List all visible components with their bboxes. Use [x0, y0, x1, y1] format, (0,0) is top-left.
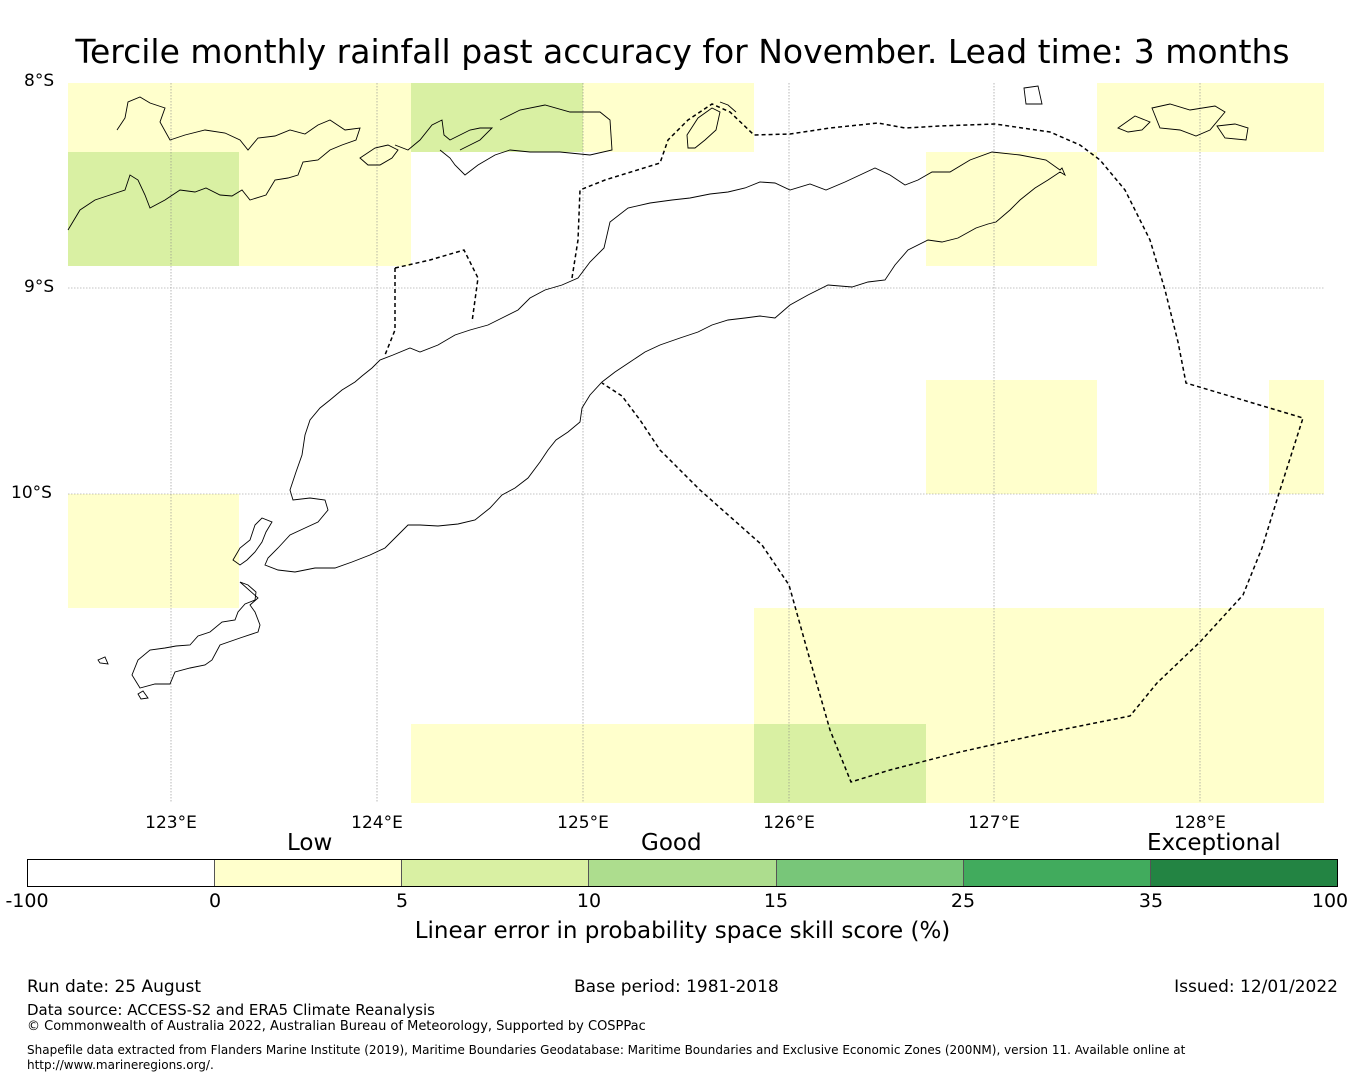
lat-label-8s: 8°S [24, 71, 55, 91]
colorbar-tick: 25 [950, 890, 976, 912]
skill-cell [926, 380, 1097, 494]
colorbar-tick: 15 [763, 890, 789, 912]
skill-cell [754, 724, 926, 803]
run-date: Run date: 25 August [27, 977, 201, 997]
eez-boundary [384, 103, 1304, 783]
skill-cells [68, 83, 1324, 803]
lat-label-9s: 9°S [24, 277, 55, 297]
colorbar-segment [402, 860, 590, 886]
skill-cell [411, 724, 754, 803]
lon-label-125e: 125°E [557, 813, 609, 833]
colorbar-tick: 35 [1138, 890, 1164, 912]
map-canvas [67, 83, 1324, 803]
shapefile-url: http://www.marineregions.org/. [27, 1058, 214, 1072]
colorbar-tick: 100 [1311, 890, 1349, 912]
colorbar-tick: 10 [576, 890, 602, 912]
lon-label-127e: 127°E [968, 813, 1020, 833]
category-label-good: Good [641, 830, 702, 856]
shapefile-credit: Shapefile data extracted from Flanders M… [27, 1043, 1186, 1057]
coastlines [67, 85, 1249, 700]
colorbar-segment [963, 860, 1151, 886]
data-source: Data source: ACCESS-S2 and ERA5 Climate … [27, 1001, 435, 1019]
colorbar-segment [215, 860, 403, 886]
skill-cell [583, 83, 754, 152]
skill-cell [68, 152, 239, 266]
skill-cell [1097, 83, 1324, 152]
category-label-low: Low [287, 830, 333, 856]
skill-cell [68, 83, 411, 152]
colorbar-tick: 5 [395, 890, 409, 912]
colorbar-tick: 0 [208, 890, 222, 912]
gridlines [68, 83, 1324, 803]
skill-cell [926, 724, 1324, 803]
skill-cell [754, 608, 1324, 724]
colorbar-segment [589, 860, 777, 886]
lon-label-126e: 126°E [763, 813, 815, 833]
colorbar [27, 859, 1338, 887]
colorbar-segment [28, 860, 216, 886]
skill-cell [68, 494, 239, 608]
lon-label-128e: 128°E [1174, 813, 1226, 833]
lon-label-124e: 124°E [351, 813, 403, 833]
colorbar-segment [776, 860, 964, 886]
issued-date: Issued: 12/01/2022 [1174, 977, 1338, 997]
skill-cell [239, 152, 411, 266]
category-label-exceptional: Exceptional [1147, 830, 1281, 856]
colorbar-tick: -100 [5, 890, 49, 912]
skill-cell [411, 83, 583, 152]
colorbar-label: Linear error in probability space skill … [414, 918, 951, 944]
colorbar-segment [1150, 860, 1337, 886]
page-title: Tercile monthly rainfall past accuracy f… [75, 32, 1290, 71]
lon-label-123e: 123°E [145, 813, 197, 833]
copyright: © Commonwealth of Australia 2022, Austra… [27, 1019, 646, 1034]
base-period: Base period: 1981-2018 [574, 977, 779, 997]
lat-label-10s: 10°S [11, 483, 52, 503]
skill-cell [1269, 380, 1324, 494]
